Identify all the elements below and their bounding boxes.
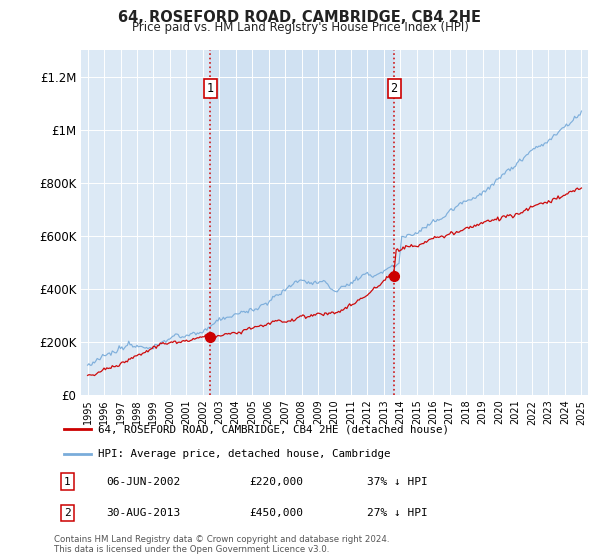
Bar	[210, 50, 394, 395]
Text: 30-AUG-2013: 30-AUG-2013	[106, 508, 181, 518]
Text: 06-JUN-2002: 06-JUN-2002	[106, 477, 181, 487]
Text: 1: 1	[206, 82, 214, 95]
Text: 2: 2	[64, 508, 70, 518]
Text: HPI: Average price, detached house, Cambridge: HPI: Average price, detached house, Camb…	[98, 449, 391, 459]
Text: £450,000: £450,000	[250, 508, 304, 518]
Text: 37% ↓ HPI: 37% ↓ HPI	[367, 477, 428, 487]
Text: Contains HM Land Registry data © Crown copyright and database right 2024.
This d: Contains HM Land Registry data © Crown c…	[54, 535, 389, 554]
Text: 64, ROSEFORD ROAD, CAMBRIDGE, CB4 2HE: 64, ROSEFORD ROAD, CAMBRIDGE, CB4 2HE	[119, 11, 482, 25]
Text: 1: 1	[64, 477, 70, 487]
Text: 27% ↓ HPI: 27% ↓ HPI	[367, 508, 428, 518]
Text: Price paid vs. HM Land Registry's House Price Index (HPI): Price paid vs. HM Land Registry's House …	[131, 21, 469, 35]
Text: 64, ROSEFORD ROAD, CAMBRIDGE, CB4 2HE (detached house): 64, ROSEFORD ROAD, CAMBRIDGE, CB4 2HE (d…	[98, 424, 449, 435]
Text: 2: 2	[391, 82, 398, 95]
Text: £220,000: £220,000	[250, 477, 304, 487]
